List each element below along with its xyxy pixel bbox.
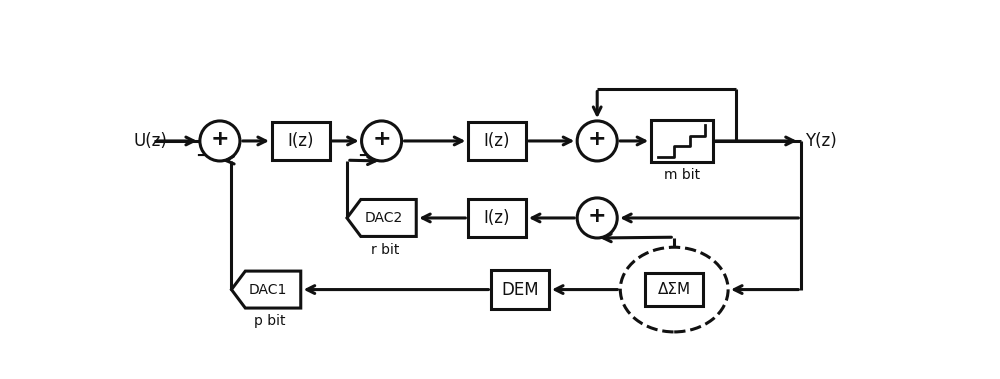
Text: +: + xyxy=(372,129,391,149)
Polygon shape xyxy=(347,199,416,236)
Text: p bit: p bit xyxy=(254,314,286,328)
Text: DAC2: DAC2 xyxy=(365,211,403,225)
Circle shape xyxy=(577,121,617,161)
Circle shape xyxy=(362,121,402,161)
Text: +: + xyxy=(211,129,229,149)
Text: −: − xyxy=(357,147,372,165)
Bar xyxy=(468,199,526,237)
Text: I(z): I(z) xyxy=(484,132,510,150)
Text: ΔΣM: ΔΣM xyxy=(658,282,691,297)
Text: I(z): I(z) xyxy=(484,209,510,227)
Text: −: − xyxy=(590,226,605,244)
Bar xyxy=(491,270,549,309)
Circle shape xyxy=(200,121,240,161)
Text: DEM: DEM xyxy=(501,280,539,299)
Text: r bit: r bit xyxy=(371,243,400,257)
Bar xyxy=(272,122,330,160)
Text: +: + xyxy=(588,129,607,149)
Bar xyxy=(468,122,526,160)
Text: U(z): U(z) xyxy=(134,132,168,150)
Ellipse shape xyxy=(620,247,728,332)
Bar xyxy=(651,120,713,162)
Text: m bit: m bit xyxy=(664,168,700,182)
Text: DAC1: DAC1 xyxy=(249,283,287,297)
Text: +: + xyxy=(588,207,607,226)
Bar xyxy=(645,273,703,306)
Circle shape xyxy=(577,198,617,238)
Text: Y(z): Y(z) xyxy=(805,132,837,150)
Text: I(z): I(z) xyxy=(288,132,314,150)
Text: −: − xyxy=(195,147,211,165)
Polygon shape xyxy=(231,271,301,308)
